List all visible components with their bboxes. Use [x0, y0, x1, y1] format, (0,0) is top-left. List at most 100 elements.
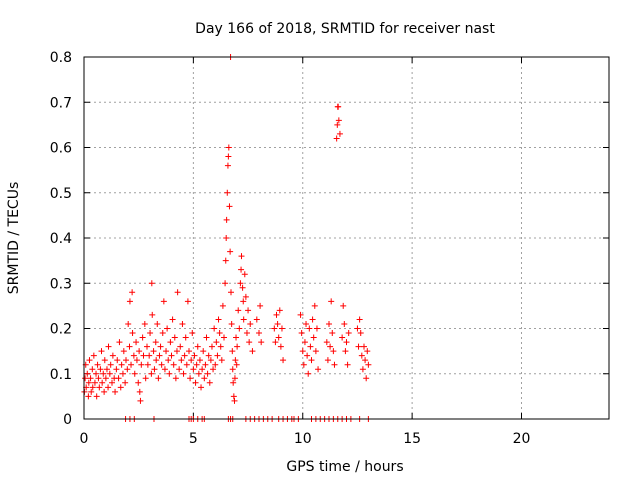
data-point — [272, 339, 279, 346]
data-point — [193, 361, 200, 368]
data-point — [177, 343, 184, 350]
data-point — [275, 334, 282, 341]
data-point — [139, 334, 146, 341]
data-point — [144, 361, 151, 368]
data-point — [206, 379, 213, 386]
data-point — [256, 330, 262, 337]
data-point — [223, 216, 230, 223]
data-point — [298, 330, 305, 337]
data-point — [207, 357, 214, 364]
data-point — [140, 352, 147, 359]
y-tick-label: 0.7 — [50, 95, 72, 111]
data-point — [303, 320, 310, 327]
data-point — [335, 117, 342, 124]
data-point — [155, 375, 162, 382]
y-tick-label: 0 — [63, 412, 72, 428]
data-point — [215, 316, 222, 323]
data-point — [210, 366, 217, 373]
data-point — [240, 298, 247, 305]
data-point — [333, 135, 340, 142]
data-point — [147, 330, 154, 337]
data-point — [335, 103, 342, 110]
data-point — [186, 348, 192, 355]
data-point — [228, 320, 235, 327]
data-point — [208, 343, 215, 350]
data-point — [87, 375, 94, 382]
data-point — [345, 330, 352, 337]
data-point — [173, 348, 180, 355]
data-point — [113, 366, 120, 373]
data-point — [142, 375, 149, 382]
data-point — [105, 343, 112, 350]
data-point — [133, 339, 140, 346]
data-point — [329, 330, 336, 337]
data-point — [126, 343, 133, 350]
data-point — [231, 375, 238, 382]
data-point — [324, 357, 331, 364]
data-point — [172, 375, 179, 382]
data-point — [232, 357, 239, 364]
data-point — [146, 352, 153, 359]
data-point — [214, 352, 221, 359]
data-point — [159, 330, 166, 337]
data-point — [235, 307, 242, 314]
data-point — [241, 271, 248, 278]
data-point — [247, 320, 254, 327]
data-point — [313, 325, 320, 332]
data-point — [89, 366, 96, 373]
data-point — [118, 361, 125, 368]
data-point — [271, 325, 278, 332]
data-point — [230, 379, 237, 386]
data-point — [174, 289, 181, 296]
data-point — [85, 393, 92, 400]
data-point — [122, 379, 129, 386]
data-point — [107, 361, 114, 368]
data-point — [128, 361, 135, 368]
data-point — [181, 352, 188, 359]
data-point — [167, 339, 174, 346]
data-point — [171, 334, 178, 341]
data-point — [120, 348, 127, 355]
data-point — [97, 366, 104, 373]
x-tick-label: 15 — [403, 431, 421, 447]
data-point — [230, 393, 237, 400]
y-tick-label: 0.2 — [50, 322, 72, 338]
data-point — [219, 302, 226, 309]
data-point — [280, 357, 287, 364]
data-point — [86, 357, 93, 364]
data-point — [133, 357, 140, 364]
data-point — [233, 361, 240, 368]
data-point — [278, 325, 285, 332]
data-point — [123, 357, 129, 364]
data-point — [363, 375, 370, 382]
data-point — [135, 379, 142, 386]
data-point — [90, 352, 97, 359]
data-point — [234, 343, 241, 350]
data-point — [359, 366, 366, 373]
data-point — [124, 366, 131, 373]
data-point — [183, 361, 190, 368]
data-point — [311, 302, 318, 309]
data-point — [326, 320, 332, 327]
data-point — [218, 357, 225, 364]
data-point — [84, 370, 91, 377]
data-point — [101, 388, 108, 395]
data-point — [158, 361, 165, 368]
data-point — [330, 348, 337, 355]
data-point — [339, 334, 346, 341]
data-point — [109, 379, 115, 386]
data-point — [243, 330, 250, 337]
data-point — [114, 357, 121, 364]
data-point — [178, 357, 185, 364]
data-point — [223, 235, 230, 241]
data-point — [168, 352, 175, 359]
data-point — [101, 357, 108, 364]
data-point — [95, 375, 102, 382]
data-point — [327, 343, 334, 350]
data-point — [98, 348, 105, 355]
y-tick-label: 0.6 — [50, 141, 72, 157]
data-point — [229, 348, 236, 355]
data-point — [126, 298, 133, 305]
data-point — [170, 361, 177, 368]
